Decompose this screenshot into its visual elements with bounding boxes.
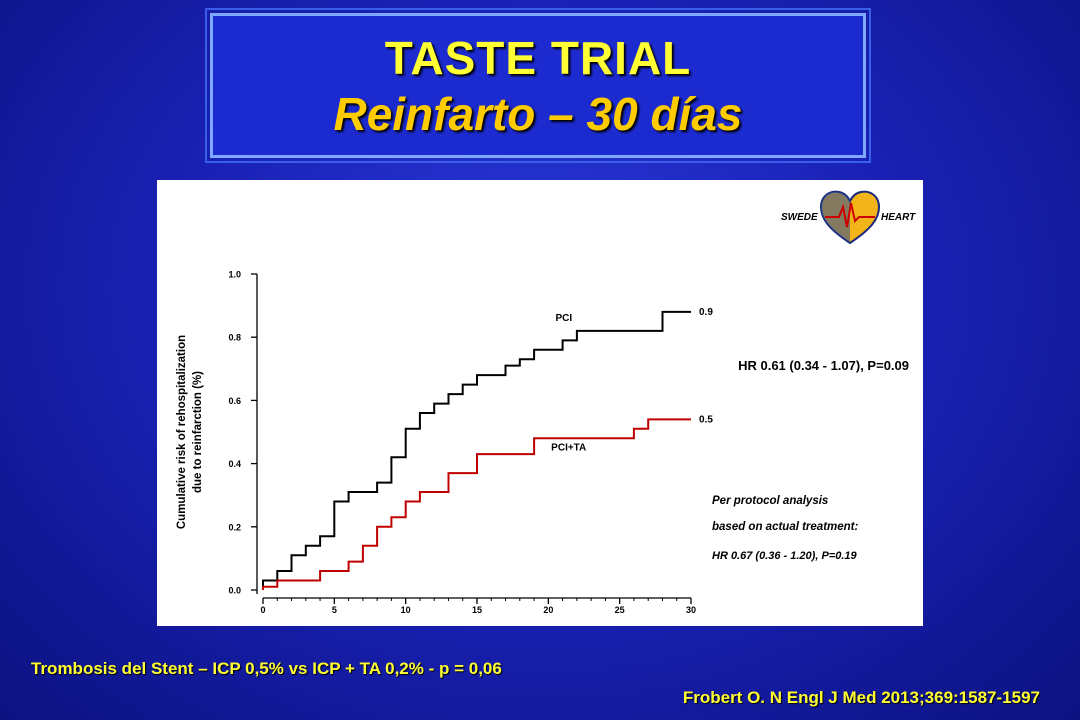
y-tick-label: 0.6 xyxy=(228,396,241,406)
y-tick-label: 0.8 xyxy=(228,333,241,343)
footer-citation: Frobert O. N Engl J Med 2013;369:1587-15… xyxy=(682,688,1040,707)
y-tick-label: 0.0 xyxy=(228,586,241,596)
hr-annotation: HR 0.61 (0.34 - 1.07), P=0.09 xyxy=(738,358,909,373)
per-protocol-line2: based on actual treatment: xyxy=(712,521,859,533)
y-tick-label: 0.4 xyxy=(228,459,241,469)
y-tick-label: 0.2 xyxy=(228,522,241,532)
series-end-label: 0.9 xyxy=(699,307,713,318)
x-tick-label: 25 xyxy=(615,605,625,615)
footer-stent-thrombosis: Trombosis del Stent – ICP 0,5% vs ICP + … xyxy=(31,659,502,678)
x-tick-label: 15 xyxy=(472,605,482,615)
logo-right-text: HEART xyxy=(881,212,916,223)
slide-subtitle: Reinfarto – 30 días xyxy=(333,88,743,140)
km-chart: 0.0 0.2 0.4 0.6 0.8 1.0 0 5 10 15 20 25 30 Cumulative… xyxy=(176,270,909,616)
title-box: TASTE TRIAL Reinfarto – 30 días xyxy=(205,8,871,163)
logo-left-text: SWEDE xyxy=(781,212,818,223)
x-tick-label: 0 xyxy=(260,605,265,615)
y-axis-label: due to reinfarction (%) xyxy=(192,371,204,493)
series-line-pci xyxy=(262,310,691,590)
y-axis-label: Cumulative risk of rehospitalization xyxy=(176,335,188,529)
series-end-label: 0.5 xyxy=(699,414,713,425)
series-label-pci: PCI xyxy=(555,313,572,324)
swedeheart-logo: SWEDE HEART xyxy=(779,185,921,247)
x-tick-label: 20 xyxy=(543,605,553,615)
heart-logo-icon xyxy=(819,190,881,245)
per-protocol-line3: HR 0.67 (0.36 - 1.20), P=0.19 xyxy=(712,550,857,562)
per-protocol-line1: Per protocol analysis xyxy=(712,495,828,507)
x-tick-label: 5 xyxy=(332,605,337,615)
x-tick-label: 10 xyxy=(401,605,411,615)
series-label-pci-ta: PCI+TA xyxy=(551,443,586,454)
slide-title: TASTE TRIAL xyxy=(384,32,692,84)
x-tick-label: 30 xyxy=(686,605,696,615)
series-line-pci-ta xyxy=(262,418,691,590)
chart-panel: SWEDE HEART 0.0 0.2 0.4 0.6 0.8 1.0 0 5 10 15 20 25… xyxy=(157,180,923,626)
y-tick-label: 1.0 xyxy=(228,270,241,280)
